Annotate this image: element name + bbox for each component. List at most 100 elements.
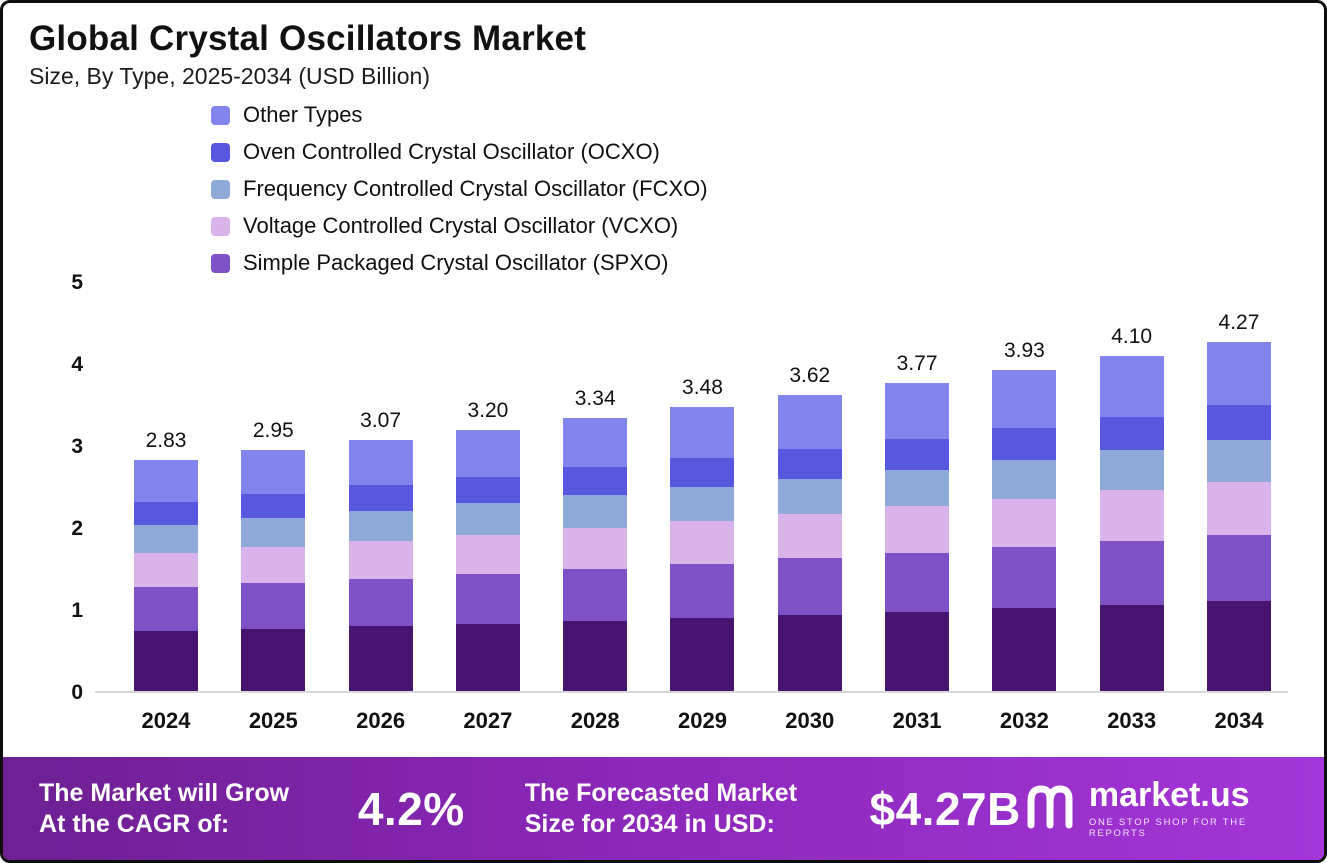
legend-label: Voltage Controlled Crystal Oscillator (V… <box>243 213 679 238</box>
bar-segment <box>992 498 1057 547</box>
bar-total-label: 3.77 <box>896 351 938 375</box>
plot-area: 0 1 2 3 4 5 2.83 2.95 3.07 3.20 3.34 3.48 3.62 3.77 3… <box>71 271 1288 704</box>
bar-total-label: 3.07 <box>360 409 402 433</box>
bar-segment <box>1099 450 1164 491</box>
legend: Other Types Oven Controlled Crystal Oscil… <box>211 102 1324 276</box>
legend-swatch-icon <box>211 179 230 199</box>
legend-swatch-icon <box>211 253 230 273</box>
x-tick-label: 2028 <box>570 708 620 733</box>
brand-tagline: ONE STOP SHOP FOR THE REPORTS <box>1088 817 1247 839</box>
chart-header: Global Crystal Oscillators Market Size, … <box>3 3 1324 90</box>
legend-label: Frequency Controlled Crystal Oscillator … <box>243 176 708 201</box>
bar-segment <box>563 528 628 570</box>
bar-column: 2.95 <box>236 419 310 692</box>
legend-label: Other Types <box>243 102 363 127</box>
bar-segment <box>1206 534 1271 601</box>
bar-column: 3.34 <box>558 387 632 692</box>
bar-column: 3.77 <box>880 352 954 692</box>
bar-segment <box>455 534 520 574</box>
bar-column: 3.07 <box>344 409 418 692</box>
bar-segment <box>134 524 198 553</box>
bar-segment <box>885 382 950 439</box>
bar-segment <box>241 628 306 692</box>
bar-segment <box>992 608 1057 692</box>
stacked-bar <box>455 429 520 692</box>
bar-segment <box>1099 605 1164 692</box>
legend-swatch-icon <box>211 142 230 162</box>
chart-title: Global Crystal Oscillators Market <box>29 19 587 58</box>
bar-segment <box>1206 600 1271 692</box>
bar-segment <box>563 620 628 692</box>
x-tick-label: 2030 <box>785 708 835 733</box>
bar-column: 3.62 <box>773 364 847 692</box>
x-tick-label: 2024 <box>141 708 191 733</box>
bar-total-label: 2.83 <box>145 428 187 452</box>
y-tick-label: 1 <box>71 599 83 622</box>
bar-segment <box>670 487 735 522</box>
legend-item: Oven Controlled Crystal Oscillator (OCXO… <box>211 139 1324 165</box>
bar-segment <box>777 558 842 615</box>
x-tick-label: 2033 <box>1107 708 1157 733</box>
y-tick-label: 4 <box>71 353 83 376</box>
bar-total-label: 3.48 <box>682 375 723 399</box>
bar-segment <box>670 618 735 692</box>
stacked-bar <box>563 418 628 692</box>
bar-segment <box>777 514 842 559</box>
bar-segment <box>134 459 198 502</box>
bar-segment <box>563 569 628 621</box>
bar-segment <box>241 518 306 547</box>
stacked-bar <box>777 395 842 692</box>
legend-item: Other Types <box>211 102 1324 128</box>
bar-segment <box>241 493 306 519</box>
forecast-label: The Forecasted Market Size for 2034 in U… <box>524 779 798 838</box>
bar-segment <box>1206 482 1271 535</box>
bar-segment <box>241 546 306 583</box>
bar-column: 3.20 <box>451 399 525 692</box>
bar-segment <box>134 501 198 525</box>
bar-segment <box>455 477 520 504</box>
stacked-bar <box>885 382 950 692</box>
bar-segment <box>241 582 306 629</box>
bar-segment <box>992 459 1057 499</box>
stacked-bar <box>241 450 306 692</box>
bar-segment <box>134 587 198 632</box>
bar-total-label: 4.27 <box>1218 310 1260 334</box>
bar-segment <box>348 626 413 692</box>
bar-segment <box>992 546 1057 609</box>
bar-segment <box>563 418 628 468</box>
bar-segment <box>670 458 735 488</box>
bar-segment <box>992 428 1057 460</box>
bar-column: 4.27 <box>1202 311 1276 692</box>
chart-subtitle: Size, By Type, 2025-2034 (USD Billion) <box>29 63 430 89</box>
brand-name: market.us <box>1088 776 1250 814</box>
bar-total-label: 2.95 <box>252 419 294 443</box>
bar-segment <box>1099 490 1164 542</box>
brand-text: market.us ONE STOP SHOP FOR THE REPORTS <box>1089 778 1288 839</box>
legend-swatch-icon <box>211 105 230 125</box>
bar-segment <box>455 573 520 624</box>
chart-area: 0 1 2 3 4 5 2.83 2.95 3.07 3.20 3.34 3.48 3.62 3.77 3… <box>71 271 1288 734</box>
bar-segment <box>670 521 735 565</box>
bar-segment <box>777 478 842 515</box>
bar-column: 4.10 <box>1095 325 1169 692</box>
bar-segment <box>885 611 950 692</box>
x-tick-label: 2025 <box>248 708 298 733</box>
bar-segment <box>885 469 950 506</box>
bar-total-label: 3.93 <box>1003 338 1045 362</box>
bar-total-label: 3.20 <box>467 398 509 422</box>
bar-segment <box>670 406 735 459</box>
bar-segment <box>670 564 735 619</box>
bar-segment <box>885 552 950 612</box>
marketus-logo-icon <box>1021 779 1077 838</box>
bar-segment <box>1206 440 1271 483</box>
x-tick-label: 2026 <box>356 708 406 733</box>
bar-segment <box>348 440 413 486</box>
bar-segment <box>1099 355 1164 417</box>
bar-segment <box>348 485 413 511</box>
bar-segment <box>348 510 413 542</box>
legend-item: Voltage Controlled Crystal Oscillator (V… <box>211 213 1324 239</box>
cagr-label: The Market will Grow At the CAGR of: <box>39 779 290 838</box>
bar-segment <box>777 449 842 479</box>
bar-segment <box>885 438 950 470</box>
